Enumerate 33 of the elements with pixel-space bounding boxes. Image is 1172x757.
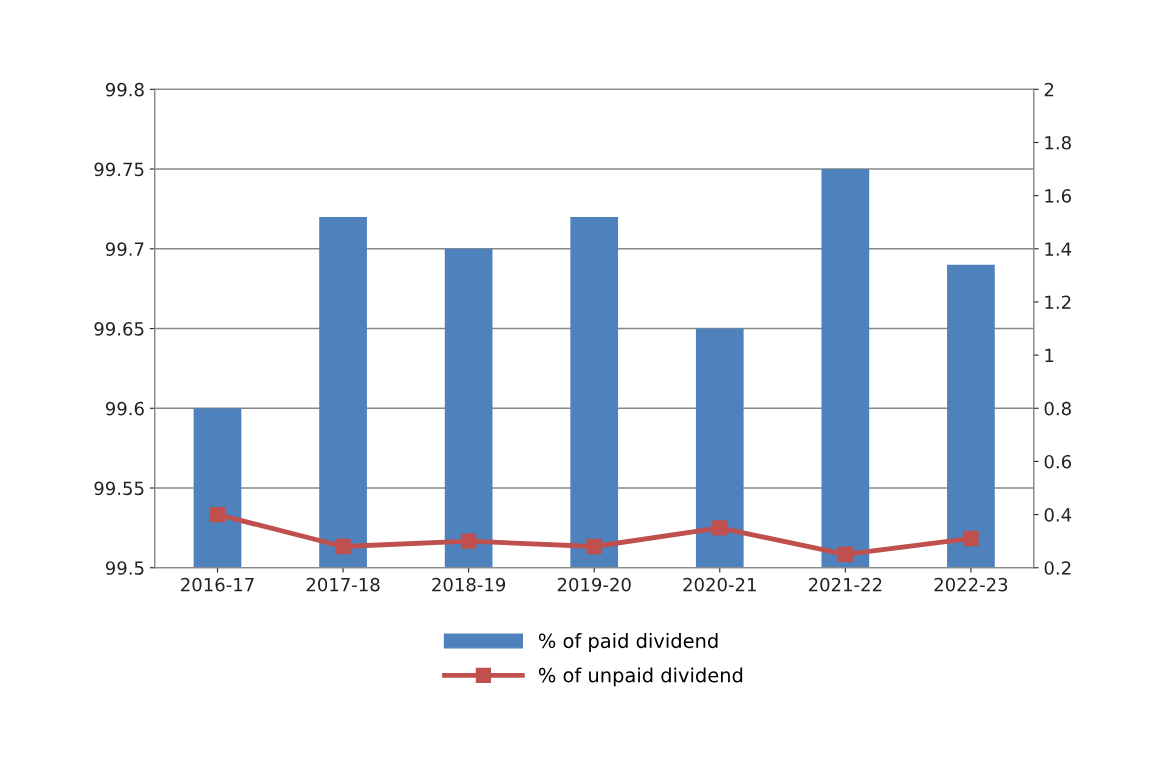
y2-tick-label: 0.4	[1044, 508, 1072, 522]
x-tick-label: 2017-18	[306, 577, 380, 592]
point	[335, 538, 351, 555]
x-tick-label: 2019-20	[557, 577, 631, 592]
point	[586, 538, 602, 555]
x-tick-label: 2020-21	[683, 577, 756, 592]
x-tick-label: 2022-23	[934, 577, 1008, 592]
y2-tick-label: 0.8	[1044, 401, 1071, 416]
y2-tick-label: 2	[1044, 82, 1054, 97]
point	[209, 506, 226, 523]
y-tick-label: 99.65	[94, 322, 144, 336]
legend-label: % of unpaid dividend	[538, 667, 743, 687]
y2-tick-label: 1.4	[1045, 242, 1072, 256]
point	[837, 546, 853, 563]
y2-tick-label: 1.8	[1045, 135, 1071, 150]
point	[963, 530, 979, 547]
y-tick-label: 99.5	[105, 561, 144, 575]
y-tick-label: 99.7	[105, 242, 144, 256]
point	[460, 533, 477, 549]
x-tick-label: 2016-17	[181, 577, 254, 592]
y-tick-label: 99.75	[94, 162, 144, 177]
y2-tick-label: 1	[1045, 348, 1054, 362]
y-tick-label: 99.6	[105, 401, 144, 416]
x-tick-label: 2021-22	[808, 577, 882, 592]
y2-tick-label: 0.2	[1044, 561, 1071, 575]
y2-tick-label: 1.2	[1045, 295, 1071, 309]
x-tick-label: 2018-19	[432, 577, 506, 592]
legend-label: % of paid dividend	[538, 633, 718, 652]
point	[712, 520, 728, 536]
y2-tick-label: 1.6	[1045, 189, 1071, 203]
y2-tick-label: 0.6	[1044, 454, 1071, 469]
y-tick-label: 99.55	[94, 481, 144, 496]
y-tick-label: 99.8	[105, 82, 144, 97]
